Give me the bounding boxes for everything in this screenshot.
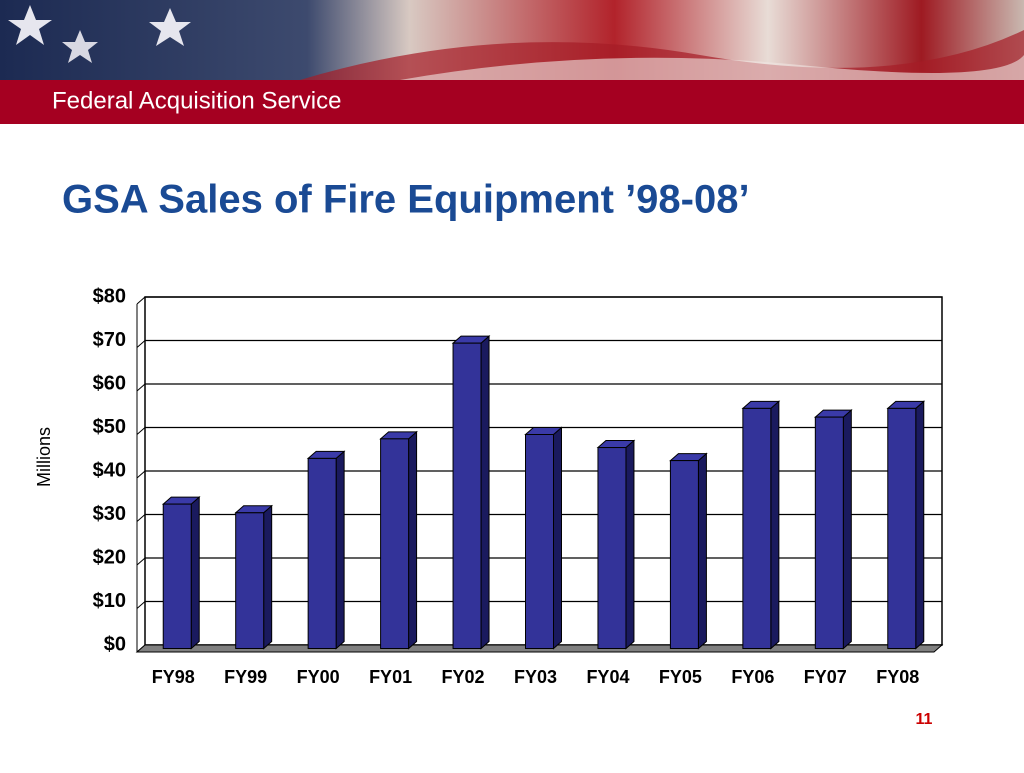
header-title: Federal Acquisition Service (52, 87, 341, 114)
bar-front (307, 457, 337, 649)
x-tick-label: FY99 (224, 667, 267, 687)
star (149, 8, 191, 46)
bar-side (408, 430, 418, 650)
bar (161, 495, 201, 650)
bar-front (669, 460, 699, 649)
bar-front (525, 434, 554, 649)
bar-side (263, 504, 273, 650)
bar (886, 400, 926, 650)
x-tick-label: FY04 (586, 667, 629, 687)
x-tick-label: FY98 (152, 667, 195, 687)
bar-side (697, 452, 707, 650)
y-tick (136, 340, 146, 348)
bar (669, 452, 708, 650)
y-tick-label: $80 (93, 285, 126, 307)
y-tick-label: $50 (93, 416, 126, 438)
bar-front (814, 416, 844, 649)
bar-side (553, 426, 562, 650)
bar-front (887, 407, 917, 649)
y-tick-label: $0 (104, 633, 126, 655)
header-bar (0, 80, 1024, 124)
plot: $0 $10 $20 $30 $40 $50 $60 $70 $80 FY98 FY99 FY00 FY… (93, 285, 944, 687)
bar-side (842, 408, 852, 650)
y-tick (136, 557, 146, 566)
bar (379, 430, 418, 650)
bar-front (742, 407, 772, 649)
x-tick-label: FY01 (369, 667, 412, 687)
bar (596, 439, 636, 650)
bar-front (597, 447, 627, 649)
bar-side (770, 400, 780, 650)
flag-stripe (400, 55, 1024, 80)
bar (741, 400, 781, 650)
y-tick-label: $30 (93, 503, 126, 525)
y-tick (136, 427, 146, 435)
x-tick-label: FY00 (297, 667, 340, 687)
y-axis-label: Millions (34, 427, 54, 487)
page-number: 11 (916, 711, 933, 728)
star (8, 5, 52, 45)
y-tick (136, 383, 146, 392)
y-tick (136, 514, 146, 522)
bar-front (235, 512, 265, 649)
star (62, 30, 98, 63)
bar-side (480, 335, 490, 650)
bar (524, 426, 563, 650)
x-tick-label: FY07 (804, 667, 847, 687)
x-tick-label: FY06 (731, 667, 774, 687)
bar-side (190, 495, 200, 650)
bar (234, 504, 274, 650)
y-tick (136, 601, 146, 609)
y-tick (136, 470, 146, 479)
bar (813, 408, 853, 650)
bar (306, 450, 346, 650)
x-tick-label: FY03 (514, 667, 557, 687)
y-tick-label: $70 (93, 329, 126, 351)
chart-title: GSA Sales of Fire Equipment ’98-08’ (62, 178, 750, 222)
bar-front (380, 438, 410, 649)
bar-front (452, 342, 482, 649)
flag-stripe (300, 30, 1024, 80)
y-tick (136, 296, 146, 305)
bar-side (335, 450, 345, 650)
x-tick-label: FY08 (876, 667, 919, 687)
y-tick-label: $10 (93, 590, 126, 612)
bar (451, 335, 491, 650)
y-tick-label: $60 (93, 372, 126, 394)
bar-side (625, 439, 635, 650)
bar-side (915, 400, 925, 650)
y-tick-label: $20 (93, 546, 126, 568)
x-tick-label: FY05 (659, 667, 702, 687)
bar-front (162, 503, 192, 649)
y-tick-label: $40 (93, 459, 126, 481)
x-tick-label: FY02 (442, 667, 485, 687)
